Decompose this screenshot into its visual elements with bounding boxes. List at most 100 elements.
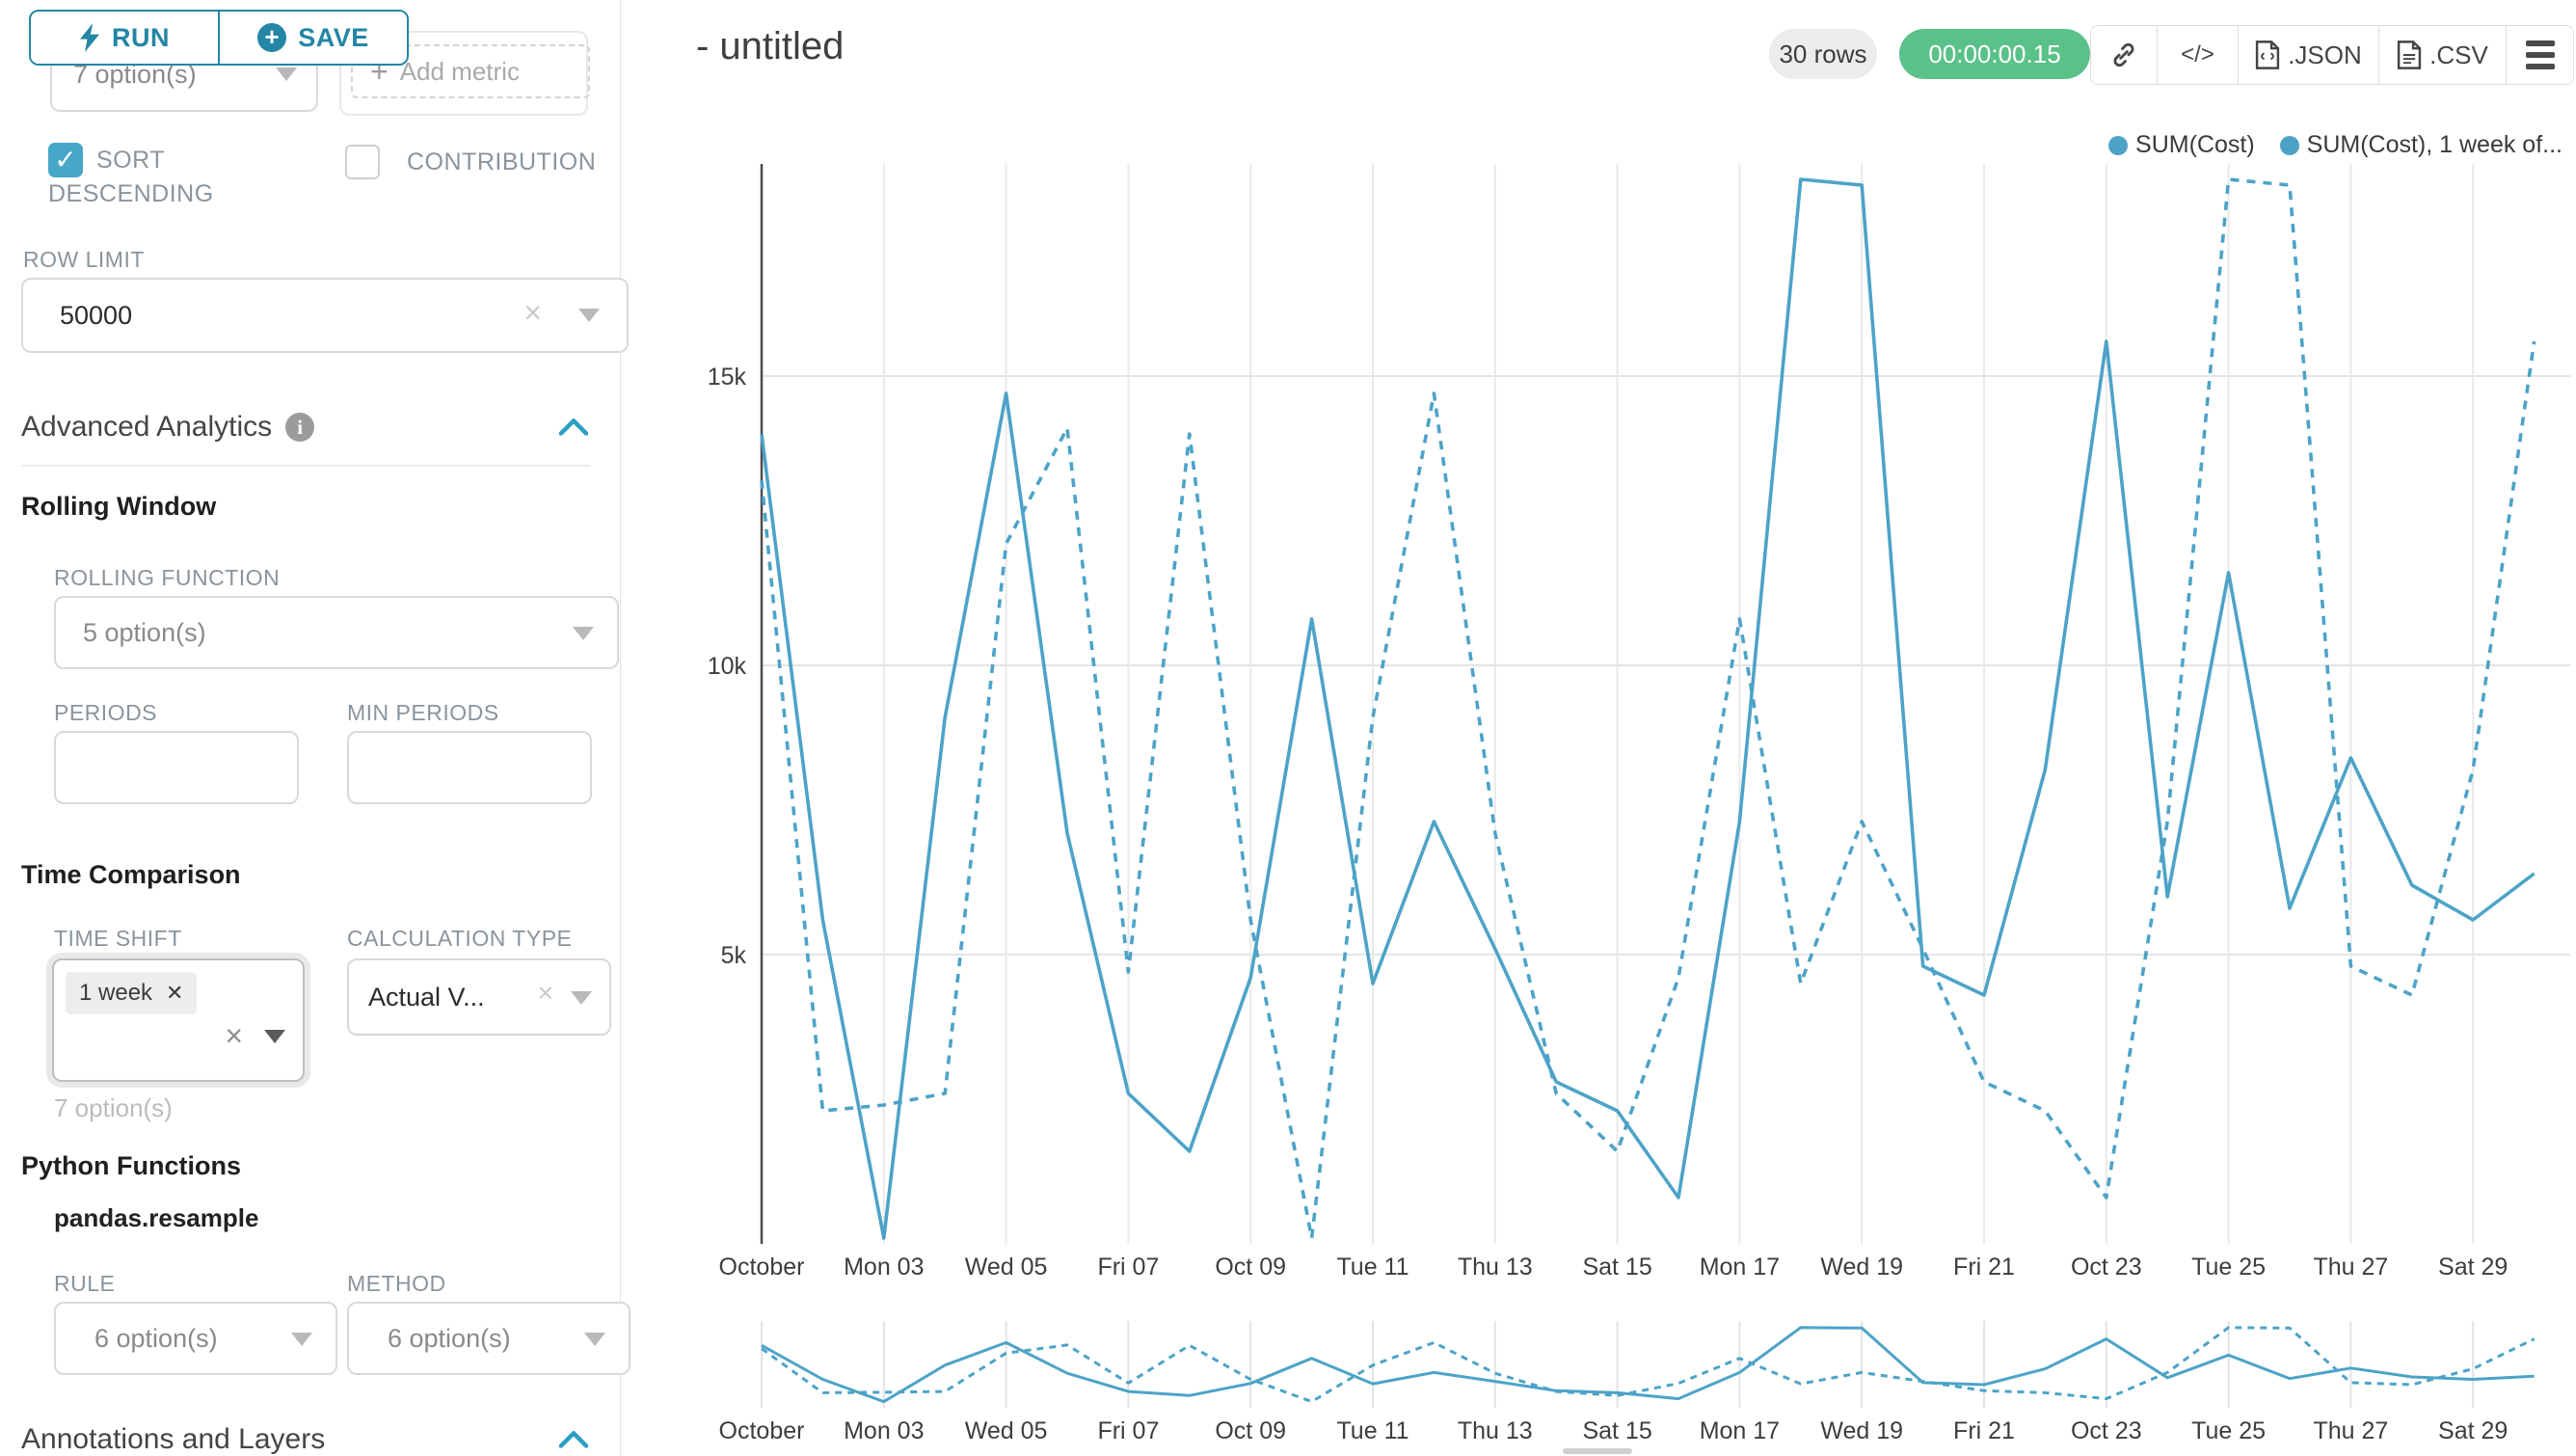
rolling-function-label: ROLLING FUNCTION — [54, 565, 281, 590]
contribution-label: CONTRIBUTION — [407, 148, 597, 175]
x-tick-label: Oct 09 — [1215, 1254, 1286, 1281]
link-icon — [2113, 42, 2134, 67]
x-tick-label: Oct 23 — [2071, 1254, 2142, 1281]
csv-button-label: .CSV — [2429, 40, 2488, 69]
clear-icon[interactable]: × — [537, 978, 553, 1008]
share-link-button[interactable] — [2091, 26, 2157, 84]
x-tick-label: Tue 11 — [1336, 1254, 1409, 1281]
y-tick-label: 15k — [708, 364, 747, 391]
y-tick-label: 5k — [721, 942, 747, 969]
x-tick-label: Thu 13 — [1458, 1254, 1533, 1281]
run-button[interactable]: RUN — [31, 12, 218, 64]
contribution-checkbox-row[interactable]: CONTRIBUTION — [345, 145, 596, 179]
x-tick-label: Sat 15 — [1582, 1254, 1651, 1281]
min-periods-input[interactable] — [347, 731, 592, 804]
annotations-layers-header[interactable]: Annotations and Layers — [21, 1423, 588, 1456]
legend-item-sum-cost-offset[interactable]: SUM(Cost), 1 week of... — [2279, 131, 2563, 159]
rolling-function-select[interactable]: 5 option(s) — [54, 596, 619, 669]
mini-x-tick-label: Oct 23 — [2071, 1417, 2142, 1444]
time-shift-tag-label: 1 week — [79, 980, 153, 1006]
legend-item-sum-cost[interactable]: SUM(Cost) — [2108, 131, 2255, 159]
rule-select[interactable]: 6 option(s) — [54, 1302, 337, 1375]
export-csv-button[interactable]: .CSV — [2378, 26, 2506, 84]
hamburger-menu-icon — [2525, 40, 2555, 69]
run-button-label: RUN — [112, 22, 170, 52]
advanced-analytics-title: Advanced Analytics — [21, 411, 273, 443]
mini-x-tick-label: Oct 09 — [1215, 1417, 1286, 1444]
annotations-layers-title: Annotations and Layers — [21, 1423, 326, 1455]
legend-dot-icon — [2279, 135, 2299, 155]
row-limit-value: 50000 — [60, 300, 133, 330]
legend-dot-icon — [2108, 135, 2129, 155]
timeseries-line-chart[interactable]: 5k 10k 15k October October Mon 03 Mon 03 Wed 05… — [621, 0, 2576, 1456]
mini-x-tick-label: Mon 03 — [844, 1417, 924, 1444]
time-shift-helper-text: 7 option(s) — [54, 1093, 173, 1122]
checkbox-checked-icon[interactable]: ✓ — [48, 143, 83, 177]
periods-label: PERIODS — [54, 700, 158, 725]
chart-title[interactable]: - untitled — [696, 25, 845, 67]
mini-x-tick-label: Thu 13 — [1458, 1417, 1533, 1444]
mini-series-line-solid — [761, 1326, 2535, 1404]
periods-input[interactable] — [54, 731, 299, 804]
rolling-window-title: Rolling Window — [21, 492, 217, 521]
json-button-label: .JSON — [2288, 40, 2362, 69]
sort-descending-label: SORT DESCENDING — [48, 147, 214, 207]
y-tick-label: 10k — [708, 653, 747, 680]
x-tick-label: Fri 07 — [1097, 1254, 1159, 1281]
chevron-down-icon[interactable] — [578, 309, 600, 322]
chevron-down-icon[interactable] — [571, 991, 592, 1005]
rule-value: 6 option(s) — [94, 1323, 218, 1353]
time-shift-tag[interactable]: 1 week ✕ — [66, 972, 198, 1014]
chevron-down-icon[interactable] — [276, 67, 297, 81]
chevron-up-icon[interactable] — [559, 418, 588, 436]
save-button-label: SAVE — [298, 22, 369, 52]
view-query-button[interactable]: </> — [2157, 26, 2238, 84]
method-select[interactable]: 6 option(s) — [347, 1302, 631, 1375]
panel-resize-handle[interactable] — [1563, 1448, 1632, 1454]
clear-icon[interactable]: × — [523, 295, 542, 330]
chevron-down-icon[interactable] — [584, 1333, 605, 1346]
control-panel-sidebar: 7 option(s) + Add metric RUN + SAVE — [0, 0, 631, 1456]
sort-descending-checkbox-row[interactable]: ✓ SORT DESCENDING — [48, 143, 270, 210]
row-limit-label: ROW LIMIT — [23, 247, 145, 272]
series-line-solid[interactable] — [760, 177, 2536, 1240]
clear-icon[interactable]: × — [225, 1018, 243, 1053]
run-save-button-group: RUN + SAVE — [29, 10, 409, 66]
save-button[interactable]: + SAVE — [218, 12, 407, 64]
x-tick-label: Mon 17 — [1700, 1254, 1780, 1281]
rolling-function-value: 5 option(s) — [83, 617, 206, 647]
tag-remove-icon[interactable]: ✕ — [166, 981, 184, 1005]
mini-x-tick-label: Tue 25 — [2191, 1417, 2266, 1444]
mini-x-tick-label: Fri 21 — [1953, 1417, 2015, 1444]
info-icon[interactable]: i — [285, 413, 315, 442]
chart-legend: SUM(Cost) SUM(Cost), 1 week of... — [2108, 131, 2563, 159]
x-tick-label: Tue 25 — [2191, 1254, 2266, 1281]
legend-label: SUM(Cost) — [2135, 131, 2255, 158]
method-value: 6 option(s) — [388, 1323, 511, 1353]
chevron-down-icon[interactable] — [264, 1030, 285, 1043]
x-tick-label: Fri 21 — [1953, 1254, 2015, 1281]
row-count-badge: 30 rows — [1769, 29, 1877, 79]
method-label: METHOD — [347, 1271, 446, 1296]
mini-x-tick-label: Sat 29 — [2438, 1417, 2508, 1444]
series-line-dashed[interactable] — [760, 177, 2536, 1240]
calculation-type-select[interactable]: Actual V... × — [347, 958, 611, 1036]
checkbox-unchecked-icon[interactable] — [345, 145, 380, 179]
mini-x-tick-label: Fri 07 — [1097, 1417, 1159, 1444]
add-metric-label: Add metric — [399, 56, 520, 86]
pandas-resample-label: pandas.resample — [54, 1203, 259, 1232]
chevron-down-icon[interactable] — [291, 1333, 312, 1346]
x-tick-label: Wed 19 — [1820, 1254, 1903, 1281]
advanced-analytics-header[interactable]: Advanced Analytics i — [21, 411, 588, 444]
time-shift-multiselect[interactable]: 1 week ✕ × — [52, 958, 305, 1082]
plus-circle-icon: + — [257, 23, 287, 52]
min-periods-label: MIN PERIODS — [347, 700, 499, 725]
more-options-button[interactable] — [2506, 26, 2573, 84]
time-comparison-title: Time Comparison — [21, 860, 241, 889]
chevron-up-icon[interactable] — [559, 1431, 588, 1448]
chevron-down-icon[interactable] — [573, 627, 594, 640]
chart-actions-toolbar: </> .JSON .CSV — [2090, 25, 2574, 85]
row-limit-select[interactable]: 50000 × — [21, 278, 629, 353]
export-json-button[interactable]: .JSON — [2238, 26, 2378, 84]
